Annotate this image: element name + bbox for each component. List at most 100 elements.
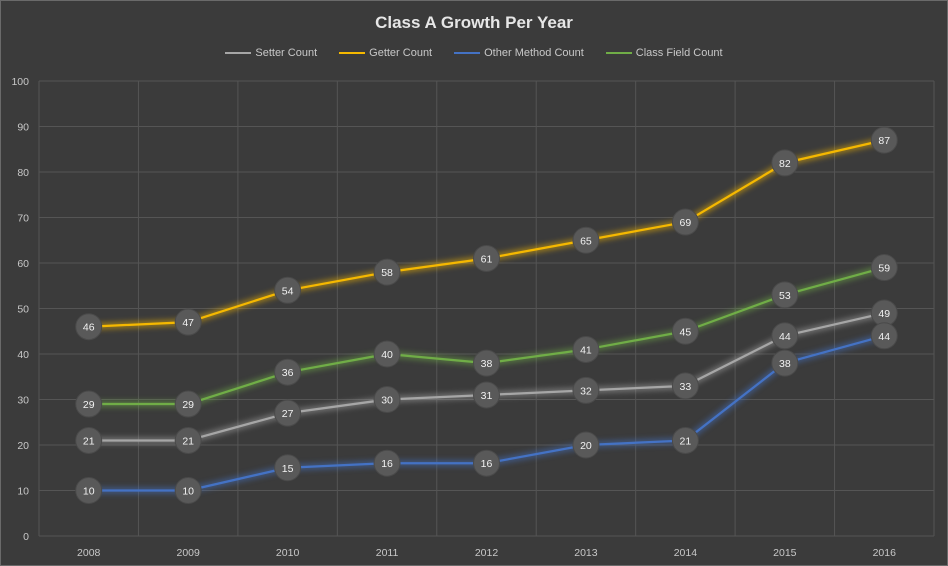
data-label: 10 [182,486,194,498]
x-tick-label: 2010 [276,547,300,559]
y-tick-label: 100 [11,76,29,88]
x-tick-label: 2013 [574,547,598,559]
x-tick-label: 2014 [674,547,698,559]
legend-swatch [225,52,252,54]
data-label: 82 [779,158,791,170]
data-point-marker [274,399,302,427]
y-tick-label: 80 [17,167,29,179]
legend-label: Other Method Count [484,47,584,59]
data-label: 59 [878,263,890,275]
data-label: 21 [182,435,194,447]
data-label: 44 [878,331,890,343]
series-glow [88,137,885,330]
data-label: 32 [580,385,592,397]
legend-item: Getter Count [339,47,432,59]
x-tick-label: 2012 [475,547,499,559]
data-point-marker [75,313,103,341]
legend-swatch [339,52,366,54]
y-tick-label: 10 [17,486,29,498]
data-point-marker [572,376,600,404]
data-point-marker [771,349,799,377]
data-label: 61 [481,253,493,265]
data-point-marker [473,349,500,377]
data-point-marker [174,477,202,504]
x-tick-label: 2011 [376,547,399,559]
data-point-marker [373,449,401,477]
data-label: 46 [83,322,95,334]
data-label: 53 [779,290,791,302]
data-label: 54 [282,285,294,297]
data-label: 41 [580,344,592,356]
data-label: 29 [83,399,95,411]
data-point-marker [870,322,898,350]
data-label: 16 [381,458,393,470]
data-point-marker [771,322,799,350]
data-point-marker [671,372,699,400]
data-label: 10 [83,486,95,498]
data-point-marker [771,281,799,309]
data-label: 45 [680,326,692,338]
data-point-marker [771,149,799,177]
data-point-marker [671,317,699,345]
data-point-marker [572,431,600,459]
legend-label: Setter Count [255,47,318,59]
y-tick-label: 30 [17,395,29,407]
data-label: 49 [878,308,890,320]
data-point-marker [572,226,600,254]
data-point-marker [75,477,103,504]
data-point-marker [473,244,500,272]
x-tick-label: 2016 [873,547,897,559]
data-point-marker [75,390,103,418]
data-label: 69 [680,217,692,229]
data-label: 58 [381,267,393,279]
data-point-marker [174,308,202,336]
data-point-marker [373,386,401,413]
data-label: 38 [481,358,493,370]
data-point-marker [75,426,103,454]
data-point-marker [174,390,202,418]
legend-item: Class Field Count [605,47,723,59]
series-line [88,139,885,328]
data-label: 21 [680,435,692,447]
y-tick-label: 60 [17,258,29,270]
data-point-marker [671,426,699,454]
data-point-marker [473,381,500,409]
chart-legend: Setter Count Getter Count Other Method Cou… [1,47,947,59]
data-point-marker [274,358,302,386]
legend-label: Class Field Count [635,47,723,59]
data-label: 21 [83,435,95,447]
data-point-marker [274,276,302,304]
data-label: 40 [381,349,393,361]
data-label: 47 [182,317,194,329]
data-label: 36 [282,367,294,379]
data-point-marker [373,340,401,368]
data-point-marker [473,449,500,477]
y-tick-label: 20 [17,440,29,452]
data-point-marker [671,208,699,236]
x-tick-label: 2008 [77,547,101,559]
data-label: 30 [381,395,393,407]
x-tick-label: 2015 [773,547,797,559]
legend-swatch [454,52,481,54]
data-label: 15 [282,463,294,475]
data-label: 31 [481,390,493,402]
data-point-marker [274,454,302,482]
chart-title: Class A Growth Per Year [375,13,573,32]
data-label: 44 [779,331,791,343]
legend-item: Other Method Count [454,47,584,59]
data-point-marker [373,258,401,286]
y-tick-label: 70 [17,213,29,225]
data-label: 33 [680,381,692,393]
data-label: 87 [878,135,890,147]
data-point-marker [870,126,898,154]
data-label: 20 [580,440,592,452]
legend-label: Getter Count [369,47,433,59]
y-tick-label: 50 [17,304,29,316]
legend-item: Setter Count [225,47,317,59]
data-point-marker [174,426,202,454]
y-tick-label: 0 [23,531,29,543]
data-point-marker [870,254,898,282]
data-label: 16 [481,458,493,470]
data-label: 38 [779,358,791,370]
